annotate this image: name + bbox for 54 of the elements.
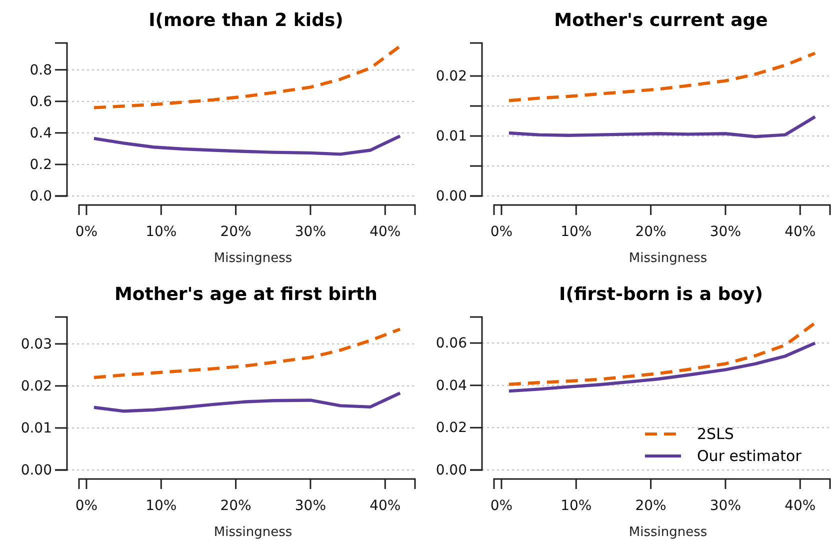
chart-title: I(first-born is a boy) bbox=[559, 284, 763, 305]
y-tick-label: 0.4 bbox=[30, 125, 52, 142]
chart-title: Mother's age at first birth bbox=[114, 284, 378, 305]
y-tick-label: 0.02 bbox=[436, 68, 467, 84]
x-tick-label: 0% bbox=[490, 224, 513, 240]
x-tick-label: 40% bbox=[784, 498, 816, 514]
x-tick-label: 30% bbox=[294, 498, 326, 514]
x-tick-label: 0% bbox=[75, 498, 98, 514]
y-tick-label: 0.06 bbox=[436, 336, 468, 352]
x-tick-label: 20% bbox=[635, 224, 666, 240]
y-tick-label: 0.00 bbox=[436, 188, 467, 204]
line-series bbox=[92, 134, 402, 156]
x-tick-label: 40% bbox=[370, 224, 401, 240]
x-axis-title: Missingness bbox=[628, 525, 708, 540]
line-series bbox=[92, 391, 402, 413]
x-tick-label: 10% bbox=[560, 498, 592, 514]
x-tick-label: 10% bbox=[560, 224, 592, 240]
y-tick-label: 0.01 bbox=[436, 128, 467, 144]
legend-label: Our estimator bbox=[697, 447, 802, 465]
x-tick-label: 30% bbox=[294, 224, 326, 240]
line-series bbox=[507, 321, 817, 386]
y-tick-label: 0.04 bbox=[436, 378, 468, 394]
line-series bbox=[507, 52, 817, 102]
x-tick-label: 10% bbox=[146, 498, 177, 514]
x-tick-label: 30% bbox=[710, 224, 742, 240]
x-tick-label: 20% bbox=[220, 498, 252, 514]
x-tick-label: 40% bbox=[370, 498, 401, 514]
chart-title: Mother's current age bbox=[554, 10, 768, 31]
line-series bbox=[92, 328, 402, 380]
line-series bbox=[92, 44, 402, 110]
x-tick-label: 0% bbox=[75, 224, 98, 240]
x-axis-title: Missingness bbox=[214, 251, 292, 266]
y-tick-label: 0.2 bbox=[30, 156, 52, 173]
legend-label: 2SLS bbox=[697, 425, 734, 443]
line-series bbox=[507, 341, 817, 393]
chart-title: I(more than 2 kids) bbox=[148, 10, 344, 31]
y-tick-label: 0.00 bbox=[20, 462, 52, 478]
y-tick-label: 0.02 bbox=[20, 378, 52, 394]
y-tick-label: 0.8 bbox=[30, 62, 52, 78]
y-tick-label: 0.02 bbox=[436, 420, 467, 436]
x-tick-label: 0% bbox=[490, 498, 513, 514]
line-series bbox=[507, 115, 817, 138]
x-tick-label: 20% bbox=[635, 498, 666, 514]
y-tick-label: 0.03 bbox=[20, 336, 52, 352]
x-tick-label: 40% bbox=[784, 224, 816, 240]
y-tick-label: 0.0 bbox=[30, 188, 52, 204]
y-tick-label: 0.00 bbox=[436, 462, 467, 478]
x-axis-title: Missingness bbox=[628, 251, 708, 266]
x-tick-label: 10% bbox=[146, 224, 177, 240]
x-axis-title: Missingness bbox=[214, 525, 292, 540]
y-tick-label: 0.6 bbox=[30, 94, 52, 110]
x-tick-label: 20% bbox=[220, 224, 252, 240]
x-tick-label: 30% bbox=[710, 498, 742, 514]
y-tick-label: 0.01 bbox=[20, 420, 52, 436]
